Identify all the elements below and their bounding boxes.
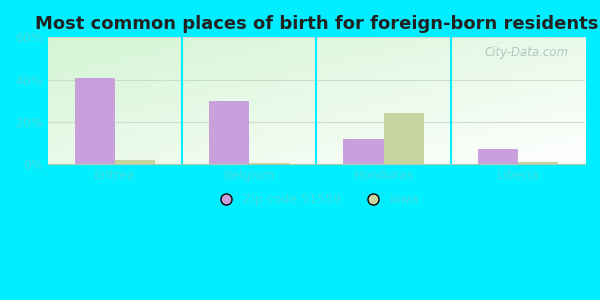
- Legend: Zip code 51559, Iowa: Zip code 51559, Iowa: [208, 188, 424, 211]
- Bar: [343, 139, 383, 164]
- Bar: [383, 113, 424, 164]
- Bar: [518, 162, 558, 164]
- Bar: [478, 149, 518, 164]
- Bar: [209, 101, 249, 164]
- Text: City-Data.com: City-Data.com: [485, 46, 569, 59]
- Bar: [249, 163, 290, 164]
- Bar: [115, 160, 155, 164]
- Bar: [74, 77, 115, 164]
- Title: Most common places of birth for foreign-born residents: Most common places of birth for foreign-…: [35, 15, 598, 33]
